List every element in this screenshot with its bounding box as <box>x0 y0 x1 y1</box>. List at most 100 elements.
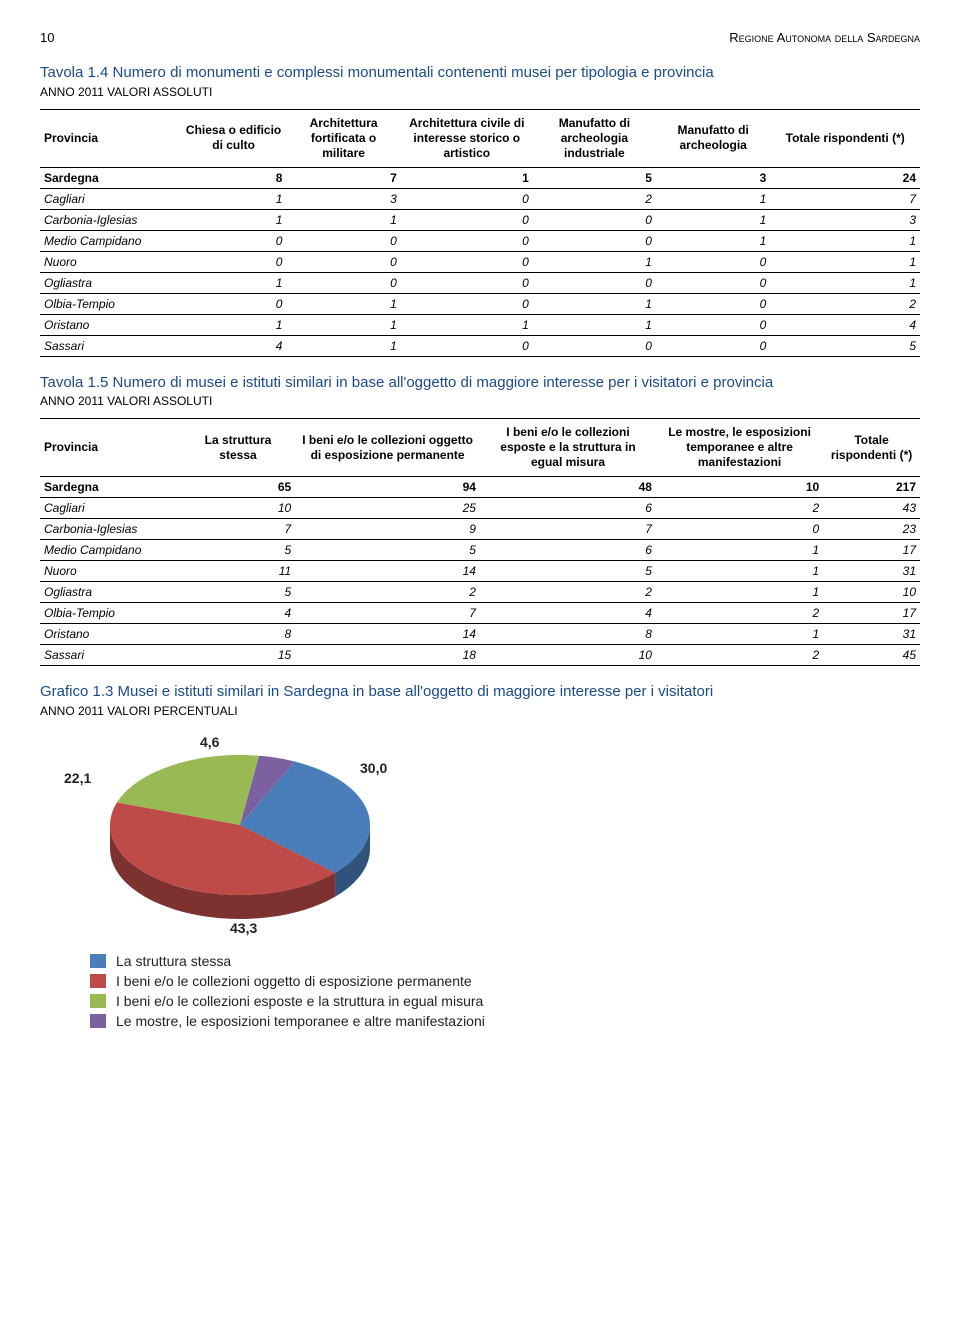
legend-swatch <box>90 1014 106 1028</box>
cell: 8 <box>181 167 287 188</box>
cell: 31 <box>823 624 920 645</box>
cell: 0 <box>286 272 400 293</box>
table-row: Medio Campidano556117 <box>40 540 920 561</box>
cell: 1 <box>181 314 287 335</box>
cell: 0 <box>181 251 287 272</box>
legend-label: I beni e/o le collezioni esposte e la st… <box>116 993 483 1009</box>
cell: 14 <box>295 561 480 582</box>
cell: 0 <box>656 335 770 356</box>
cell: 2 <box>295 582 480 603</box>
cell: 3 <box>286 188 400 209</box>
cell: 1 <box>181 209 287 230</box>
cell: 4 <box>770 314 920 335</box>
cell: 7 <box>295 603 480 624</box>
pie-chart: 30,043,322,14,6 La struttura stessaI ben… <box>70 730 920 1029</box>
cell: 0 <box>656 519 823 540</box>
cell: 17 <box>823 603 920 624</box>
table-row: Ogliastra100001 <box>40 272 920 293</box>
cell: 6 <box>480 498 656 519</box>
cell: 0 <box>401 272 533 293</box>
cell: 1 <box>286 209 400 230</box>
row-label: Oristano <box>40 314 181 335</box>
cell: 7 <box>181 519 295 540</box>
cell: 3 <box>770 209 920 230</box>
table1-title: Tavola 1.4 Numero di monumenti e comples… <box>40 63 920 83</box>
cell: 2 <box>656 498 823 519</box>
cell: 1 <box>286 335 400 356</box>
table-row: Medio Campidano000011 <box>40 230 920 251</box>
cell: 2 <box>656 645 823 666</box>
table-row: Sassari151810245 <box>40 645 920 666</box>
row-label: Sardegna <box>40 167 181 188</box>
row-label: Sardegna <box>40 477 181 498</box>
row-label: Sassari <box>40 335 181 356</box>
chart-title: Grafico 1.3 Musei e istituti similari in… <box>40 682 920 702</box>
cell: 1 <box>533 314 656 335</box>
table2-title: Tavola 1.5 Numero di musei e istituti si… <box>40 373 920 393</box>
chart-subtitle: ANNO 2011 VALORI PERCENTUALI <box>40 704 920 718</box>
cell: 0 <box>401 335 533 356</box>
table-row: Oristano8148131 <box>40 624 920 645</box>
legend-swatch <box>90 994 106 1008</box>
cell: 0 <box>286 251 400 272</box>
pie-value-label: 4,6 <box>200 734 219 750</box>
table-row: Cagliari130217 <box>40 188 920 209</box>
cell: 1 <box>181 188 287 209</box>
cell: 10 <box>480 645 656 666</box>
cell: 217 <box>823 477 920 498</box>
legend-swatch <box>90 974 106 988</box>
col-header: Manufatto di archeologia <box>656 109 770 167</box>
row-label: Oristano <box>40 624 181 645</box>
cell: 2 <box>656 603 823 624</box>
cell: 65 <box>181 477 295 498</box>
cell: 5 <box>480 561 656 582</box>
table1-subtitle: ANNO 2011 VALORI ASSOLUTI <box>40 85 920 99</box>
pie-value-label: 43,3 <box>230 920 257 936</box>
doc-title: Regione Autonoma della Sardegna <box>729 30 920 45</box>
row-label: Ogliastra <box>40 272 181 293</box>
col-header: Chiesa o edificio di culto <box>181 109 287 167</box>
cell: 18 <box>295 645 480 666</box>
col-header: Le mostre, le esposizioni temporanee e a… <box>656 419 823 477</box>
cell: 0 <box>533 209 656 230</box>
cell: 0 <box>656 314 770 335</box>
legend-item: La struttura stessa <box>90 953 920 969</box>
cell: 0 <box>401 209 533 230</box>
cell: 31 <box>823 561 920 582</box>
cell: 6 <box>480 540 656 561</box>
cell: 10 <box>181 498 295 519</box>
cell: 2 <box>770 293 920 314</box>
table-row: Carbonia-Iglesias797023 <box>40 519 920 540</box>
chart-legend: La struttura stessa I beni e/o le collezi… <box>90 953 920 1029</box>
page-number: 10 <box>40 30 54 45</box>
cell: 1 <box>401 167 533 188</box>
row-label: Olbia-Tempio <box>40 603 181 624</box>
legend-item: I beni e/o le collezioni oggetto di espo… <box>90 973 920 989</box>
col-header: La struttura stessa <box>181 419 295 477</box>
cell: 1 <box>533 251 656 272</box>
cell: 4 <box>480 603 656 624</box>
row-label: Sassari <box>40 645 181 666</box>
cell: 17 <box>823 540 920 561</box>
cell: 0 <box>533 230 656 251</box>
col-header: Manufatto di archeologia industriale <box>533 109 656 167</box>
cell: 0 <box>656 251 770 272</box>
table-row: Cagliari10256243 <box>40 498 920 519</box>
table-row: Sardegna65944810217 <box>40 477 920 498</box>
col-header: Architettura fortificata o militare <box>286 109 400 167</box>
col-header: Provincia <box>40 419 181 477</box>
cell: 5 <box>181 582 295 603</box>
cell: 0 <box>533 335 656 356</box>
legend-item: I beni e/o le collezioni esposte e la st… <box>90 993 920 1009</box>
cell: 0 <box>401 293 533 314</box>
cell: 1 <box>286 293 400 314</box>
cell: 2 <box>480 582 656 603</box>
cell: 1 <box>656 561 823 582</box>
cell: 1 <box>656 188 770 209</box>
cell: 2 <box>533 188 656 209</box>
pie-value-label: 30,0 <box>360 760 387 776</box>
cell: 15 <box>181 645 295 666</box>
cell: 1 <box>656 540 823 561</box>
table-row: Nuoro000101 <box>40 251 920 272</box>
cell: 1 <box>770 230 920 251</box>
